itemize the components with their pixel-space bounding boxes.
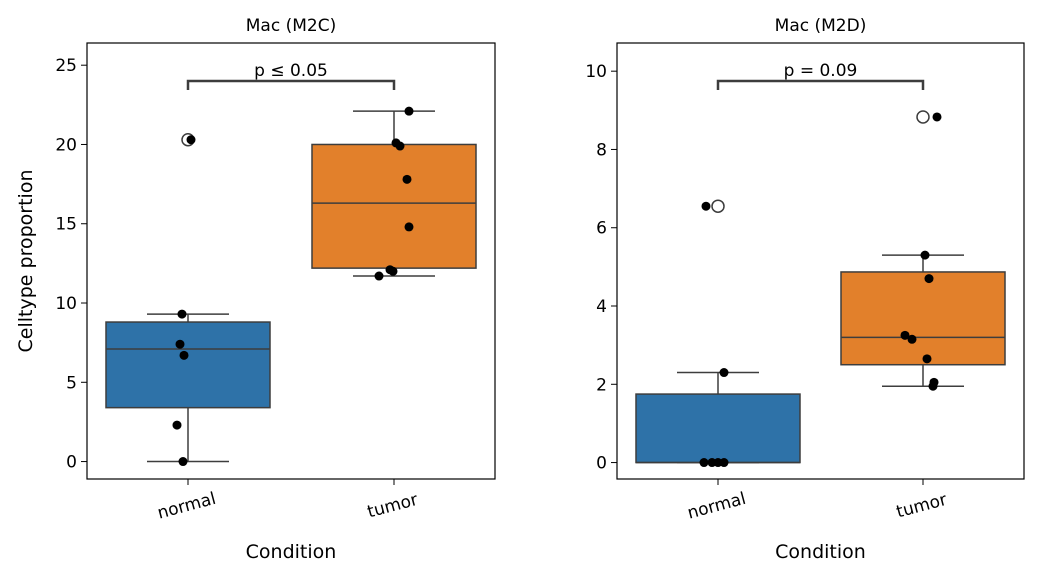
x-tick-label-tumor: tumor bbox=[894, 490, 949, 523]
data-point bbox=[395, 141, 405, 151]
y-tick-label: 8 bbox=[596, 140, 607, 160]
y-tick-label: 0 bbox=[66, 453, 77, 473]
y-tick-label: 10 bbox=[585, 62, 607, 82]
y-axis-label: Celltype proportion bbox=[15, 170, 37, 353]
data-point bbox=[900, 330, 910, 340]
data-point bbox=[178, 457, 188, 467]
data-point bbox=[920, 250, 930, 260]
data-point bbox=[177, 309, 187, 319]
y-tick-label: 4 bbox=[596, 297, 607, 317]
y-tick-label: 0 bbox=[596, 454, 607, 474]
p-value-annotation: p ≤ 0.05 bbox=[254, 61, 328, 81]
p-value-annotation: p = 0.09 bbox=[784, 61, 858, 81]
outlier-marker bbox=[711, 199, 725, 213]
box-tumor bbox=[840, 271, 1006, 366]
data-point bbox=[932, 112, 942, 122]
x-axis-label: Condition bbox=[775, 541, 866, 563]
x-tick-label-normal: normal bbox=[155, 489, 218, 524]
data-point bbox=[388, 266, 398, 276]
chart-panel-2: Mac (M2D) 0 2 4 6 8 10 p = 0.09 normal tumor Condi… bbox=[585, 16, 1025, 563]
box-group-tumor bbox=[311, 110, 477, 277]
data-point bbox=[701, 201, 711, 211]
plot-frame bbox=[616, 42, 1025, 480]
data-point bbox=[402, 174, 412, 184]
data-point bbox=[699, 458, 709, 468]
data-point bbox=[179, 350, 189, 360]
y-tick-label: 20 bbox=[55, 135, 77, 155]
plot-frame bbox=[86, 42, 496, 480]
box-normal bbox=[105, 321, 271, 409]
significance-bracket bbox=[716, 79, 925, 90]
box-group-normal bbox=[635, 199, 801, 464]
x-axis-label: Condition bbox=[246, 541, 337, 563]
box-normal bbox=[635, 393, 801, 464]
chart-title: Mac (M2D) bbox=[775, 16, 867, 36]
y-tick-label: 5 bbox=[66, 373, 77, 393]
data-point bbox=[172, 420, 182, 430]
box-group-normal bbox=[105, 132, 271, 463]
data-point bbox=[175, 339, 185, 349]
significance-bracket bbox=[186, 79, 396, 91]
data-point bbox=[719, 458, 729, 468]
chart-panel-1: Mac (M2C) 0 5 10 15 20 25 p ≤ 0.05 normal tumor Co… bbox=[55, 16, 496, 563]
data-point bbox=[374, 271, 384, 281]
y-tick-label: 10 bbox=[55, 294, 77, 314]
data-point bbox=[719, 368, 729, 378]
box-group-tumor bbox=[840, 110, 1006, 387]
y-tick-label: 6 bbox=[596, 219, 607, 239]
x-tick-label-normal: normal bbox=[685, 489, 748, 524]
data-point bbox=[928, 381, 938, 391]
chart-title: Mac (M2C) bbox=[246, 16, 336, 36]
y-tick-label: 25 bbox=[55, 56, 77, 76]
data-point bbox=[186, 135, 196, 145]
data-point bbox=[404, 106, 414, 116]
x-tick-label-tumor: tumor bbox=[365, 490, 420, 523]
box-tumor bbox=[311, 143, 477, 269]
data-point bbox=[404, 222, 414, 232]
data-point bbox=[924, 274, 934, 284]
y-tick-label: 2 bbox=[596, 375, 607, 395]
outlier-marker bbox=[916, 110, 930, 124]
y-tick-label: 15 bbox=[55, 215, 77, 235]
data-point bbox=[907, 334, 917, 344]
data-point bbox=[922, 354, 932, 364]
